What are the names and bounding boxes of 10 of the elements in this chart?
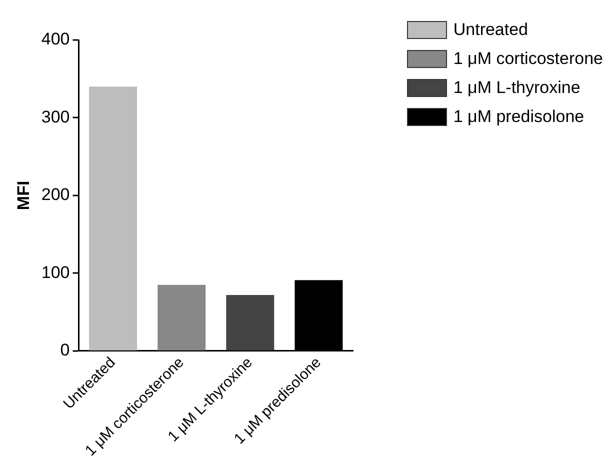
y-tick-label: 400 <box>41 30 70 49</box>
y-tick-label: 0 <box>60 340 70 360</box>
legend-label: 1 μM predisolone <box>453 107 584 127</box>
y-tick-label: 200 <box>41 185 70 204</box>
y-tick-label: 300 <box>41 107 70 126</box>
y-axis-title: MFI <box>14 180 33 210</box>
legend-label: 1 μM L-thyroxine <box>453 78 580 98</box>
legend-label: Untreated <box>453 20 528 40</box>
y-tick-label: 100 <box>41 262 70 282</box>
legend-label: 1 μM corticosterone <box>453 49 603 69</box>
